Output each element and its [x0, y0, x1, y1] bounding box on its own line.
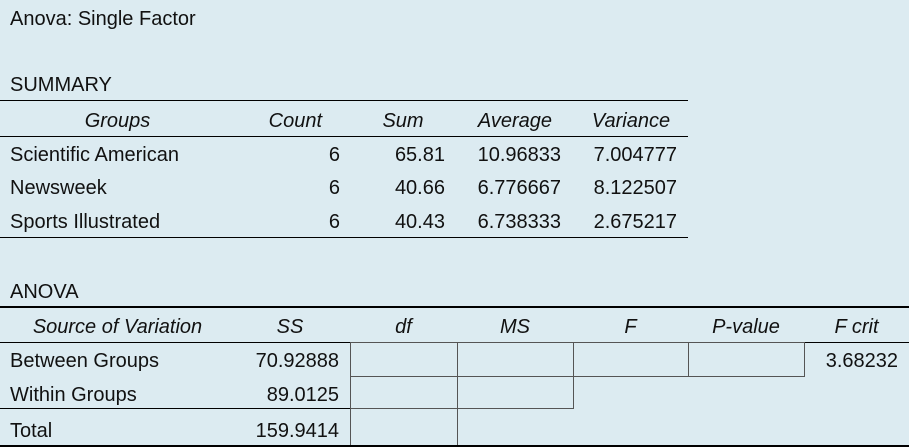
- table-row-fcrit: 3.68232: [825, 350, 898, 372]
- summary-top-rule: [0, 100, 688, 101]
- table-row-average: 6.776667: [477, 177, 561, 199]
- summary-label: SUMMARY: [10, 74, 112, 96]
- table-row-sum: 40.43: [394, 211, 445, 233]
- table-row-ss: 70.92888: [255, 350, 339, 372]
- pvalue-input-cell[interactable]: [688, 342, 805, 377]
- table-row-source: Within Groups: [10, 384, 137, 406]
- ms-input-cell[interactable]: [457, 342, 574, 377]
- summary-header-sum: Sum: [382, 110, 424, 132]
- anova-header-df: df: [395, 316, 412, 338]
- anova-header-ms: MS: [500, 316, 530, 338]
- summary-header-average: Average: [477, 110, 553, 132]
- table-row-group: Scientific American: [10, 144, 179, 166]
- df-input-cell[interactable]: [350, 408, 458, 447]
- ms-input-cell[interactable]: [457, 376, 574, 409]
- anova-header-pvalue: P-value: [712, 316, 780, 338]
- summary-header-count: Count: [268, 110, 322, 132]
- table-row-sum: 40.66: [394, 177, 445, 199]
- sheet-title: Anova: Single Factor: [10, 8, 196, 30]
- summary-header-rule: [0, 136, 688, 137]
- table-row-count: 6: [328, 211, 340, 233]
- table-row-group: Sports Illustrated: [10, 211, 161, 233]
- df-input-cell[interactable]: [350, 342, 458, 377]
- table-row-count: 6: [328, 144, 340, 166]
- anova-label: ANOVA: [10, 281, 79, 303]
- anova-header-source: Source of Variation: [32, 316, 203, 338]
- anova-bottom-rule: [0, 445, 909, 447]
- summary-header-variance: Variance: [591, 110, 671, 132]
- summary-bottom-rule: [0, 237, 688, 238]
- anova-header-fcrit: F crit: [834, 316, 879, 338]
- table-row-variance: 8.122507: [593, 177, 677, 199]
- anova-top-rule: [0, 306, 909, 308]
- anova-header-ss: SS: [276, 316, 304, 338]
- table-row-variance: 7.004777: [593, 144, 677, 166]
- summary-header-groups: Groups: [84, 110, 151, 132]
- table-row-count: 6: [328, 177, 340, 199]
- table-row-group: Newsweek: [10, 177, 107, 199]
- df-input-cell[interactable]: [350, 376, 458, 409]
- table-row-source: Total: [10, 420, 53, 442]
- table-row-sum: 65.81: [394, 144, 445, 166]
- anova-row-rule: [0, 408, 350, 409]
- f-input-cell[interactable]: [573, 342, 689, 377]
- table-row-variance: 2.675217: [593, 211, 677, 233]
- table-row-average: 6.738333: [477, 211, 561, 233]
- table-row-ss: 159.9414: [255, 420, 339, 442]
- table-row-average: 10.96833: [477, 144, 561, 166]
- table-row-source: Between Groups: [10, 350, 159, 372]
- anova-header-f: F: [624, 316, 637, 338]
- table-row-ss: 89.0125: [266, 384, 339, 406]
